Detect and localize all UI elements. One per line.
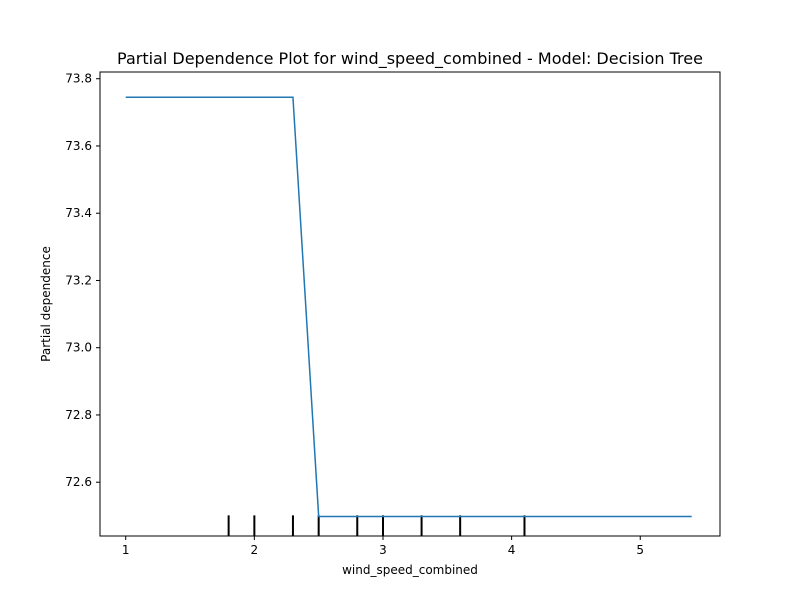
x-axis-label: wind_speed_combined	[342, 563, 478, 577]
x-axis: 1 2 3 4 5	[122, 536, 644, 557]
x-tick-label: 1	[122, 543, 130, 557]
y-axis: 72.6 72.8 73.0 73.2 73.4 73.6 73.8	[65, 72, 100, 489]
y-tick-label: 73.0	[65, 341, 92, 355]
y-tick-label: 72.6	[65, 475, 92, 489]
chart-title: Partial Dependence Plot for wind_speed_c…	[117, 49, 703, 69]
x-tick-label: 3	[379, 543, 387, 557]
y-tick-label: 73.6	[65, 139, 92, 153]
x-tick-label: 4	[508, 543, 516, 557]
series-line	[125, 96, 692, 518]
y-tick-label: 73.2	[65, 273, 92, 287]
y-tick-label: 73.4	[65, 206, 92, 220]
plot-frame	[99, 71, 721, 537]
plot-area	[125, 96, 692, 536]
x-tick-label: 5	[636, 543, 644, 557]
x-tick-label: 2	[251, 543, 259, 557]
y-tick-label: 72.8	[65, 408, 92, 422]
y-axis-label: Partial dependence	[39, 246, 53, 362]
y-tick-label: 73.8	[65, 72, 92, 86]
